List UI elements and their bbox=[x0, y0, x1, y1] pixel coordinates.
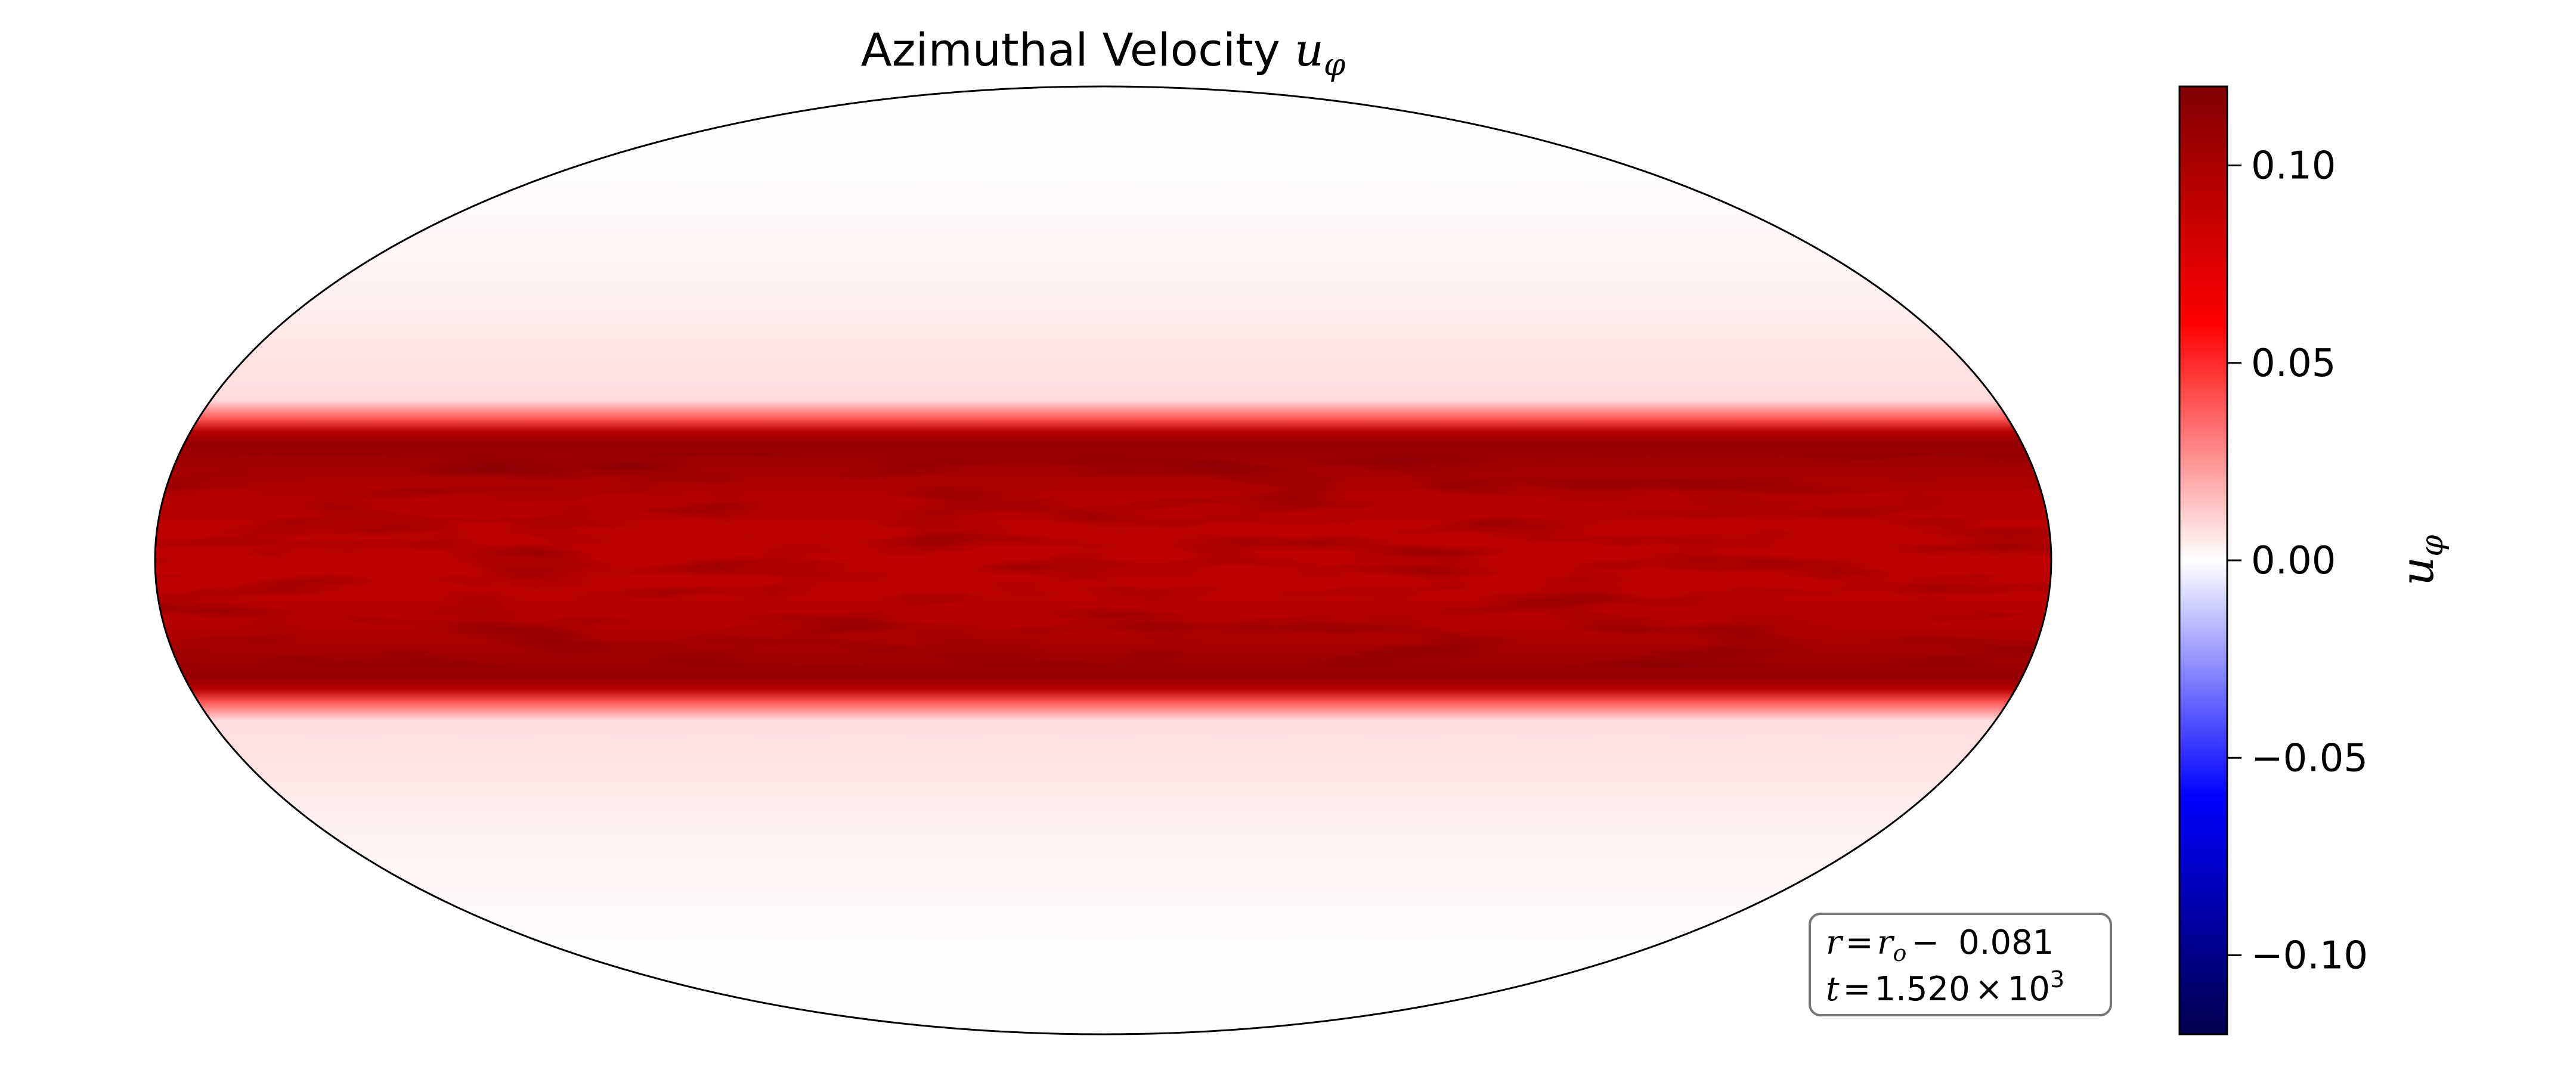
chart-title-text: Azimuthal Velocity bbox=[861, 23, 1295, 76]
annotation-t-exp: 3 bbox=[2050, 966, 2064, 993]
colorbar: 0.10 0.05 0.00 −0.05 −0.10 uφ bbox=[2178, 85, 2450, 1035]
colorbar-label: uφ bbox=[2391, 535, 2450, 586]
annotation-r-sub: o bbox=[1893, 940, 1906, 966]
annotation-border bbox=[1809, 913, 2112, 1016]
colorbar-tick-label: 0.05 bbox=[2251, 342, 2336, 386]
annotation-time: t = 1.520 × 103 bbox=[1826, 966, 2064, 1009]
colorbar-label-subscript: φ bbox=[2414, 535, 2450, 557]
annotation-t-base: 10 bbox=[2008, 970, 2050, 1009]
annotation-r-rhs: r bbox=[1877, 923, 1895, 962]
chart-title-subscript: φ bbox=[1324, 47, 1346, 83]
annotation-r-lhs: r bbox=[1826, 923, 1844, 962]
colorbar-ticks: 0.10 0.05 0.00 −0.05 −0.10 bbox=[2227, 144, 2368, 978]
colorbar-tick-label: 0.00 bbox=[2251, 539, 2336, 583]
mollweide-map bbox=[155, 86, 2051, 1034]
chart-title: Azimuthal Velocity uφ bbox=[861, 23, 1346, 83]
colorbar-tick-label: −0.10 bbox=[2251, 934, 2368, 978]
band-turbulence-texture bbox=[155, 453, 2051, 668]
colorbar-tick-label: 0.10 bbox=[2251, 144, 2336, 188]
annotation-radius: r = ro − 0.081 bbox=[1826, 923, 2054, 966]
colorbar-tick-label: −0.05 bbox=[2251, 736, 2368, 780]
annotation-box: r = ro − 0.081 t = 1.520 × 103 bbox=[1809, 913, 2112, 1016]
colorbar-label-symbol: u bbox=[2391, 557, 2444, 586]
chart-title-symbol: u bbox=[1295, 23, 1324, 76]
annotation-t-mantissa: 1.520 bbox=[1874, 970, 1970, 1009]
map-frame bbox=[154, 85, 2052, 1035]
colorbar-gradient bbox=[2178, 85, 2228, 1035]
annotation-t-lhs: t bbox=[1826, 970, 1840, 1009]
annotation-r-value: 0.081 bbox=[1958, 923, 2054, 962]
